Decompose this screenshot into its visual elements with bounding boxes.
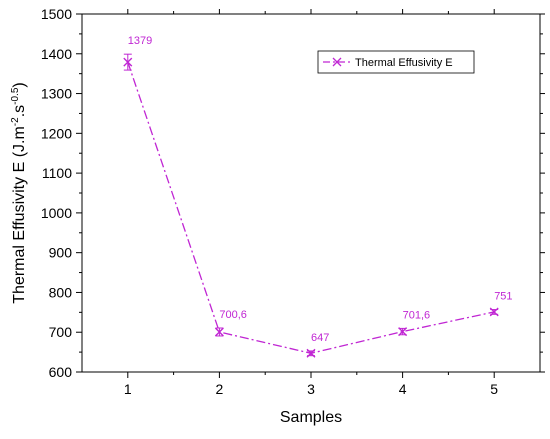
y-tick-label: 1400 bbox=[41, 46, 72, 62]
legend-box bbox=[317, 50, 475, 74]
data-label: 700,6 bbox=[219, 309, 247, 321]
y-axis-title-mid: .s bbox=[11, 105, 28, 117]
data-label: 751 bbox=[494, 291, 512, 303]
data-point-marker bbox=[214, 327, 224, 337]
data-point-marker bbox=[306, 348, 316, 358]
data-label: 701,6 bbox=[403, 309, 431, 321]
x-tick-label: 4 bbox=[399, 381, 407, 397]
y-axis-title-base: Thermal Effusivity E (J.m bbox=[11, 126, 28, 304]
y-axis-title-sup1: -2 bbox=[10, 117, 21, 126]
legend-marker-x-icon bbox=[332, 57, 342, 67]
y-tick-label: 1500 bbox=[41, 6, 72, 22]
y-tick-label: 800 bbox=[49, 284, 73, 300]
data-point-marker bbox=[123, 57, 133, 67]
data-point-marker bbox=[398, 327, 408, 337]
y-tick-label: 1000 bbox=[41, 205, 72, 221]
x-tick-label: 5 bbox=[490, 381, 498, 397]
series-line bbox=[127, 61, 495, 354]
y-tick-label: 1200 bbox=[41, 125, 72, 141]
y-tick-label: 1100 bbox=[42, 165, 72, 181]
y-axis-title: Thermal Effusivity E (J.m-2.s-0.5) bbox=[10, 82, 28, 303]
y-axis-title-end: ) bbox=[11, 82, 28, 87]
y-tick-label: 1300 bbox=[41, 86, 72, 102]
x-tick-label: 2 bbox=[216, 381, 224, 397]
data-point-marker bbox=[489, 307, 499, 317]
x-tick-label: 1 bbox=[124, 381, 132, 397]
data-label: 647 bbox=[311, 332, 329, 344]
y-tick-label: 900 bbox=[49, 245, 73, 261]
y-tick-label: 700 bbox=[49, 324, 73, 340]
y-tick-label: 600 bbox=[49, 364, 73, 380]
x-tick-label: 3 bbox=[307, 381, 315, 397]
x-axis-title: Samples bbox=[280, 409, 342, 426]
data-label: 1379 bbox=[128, 35, 152, 47]
legend: Thermal Effusivity E bbox=[317, 50, 475, 74]
y-axis-title-sup2: -0.5 bbox=[10, 87, 21, 105]
axis-ticks: 600 700 800 900 1000 1100 1200 1300 1400 1500 1 2 3 4… bbox=[41, 6, 545, 397]
data-labels: 1379 700,6 647 701,6 751 bbox=[128, 35, 513, 344]
legend-label: Thermal Effusivity E bbox=[355, 57, 453, 69]
series-layer bbox=[123, 53, 499, 358]
